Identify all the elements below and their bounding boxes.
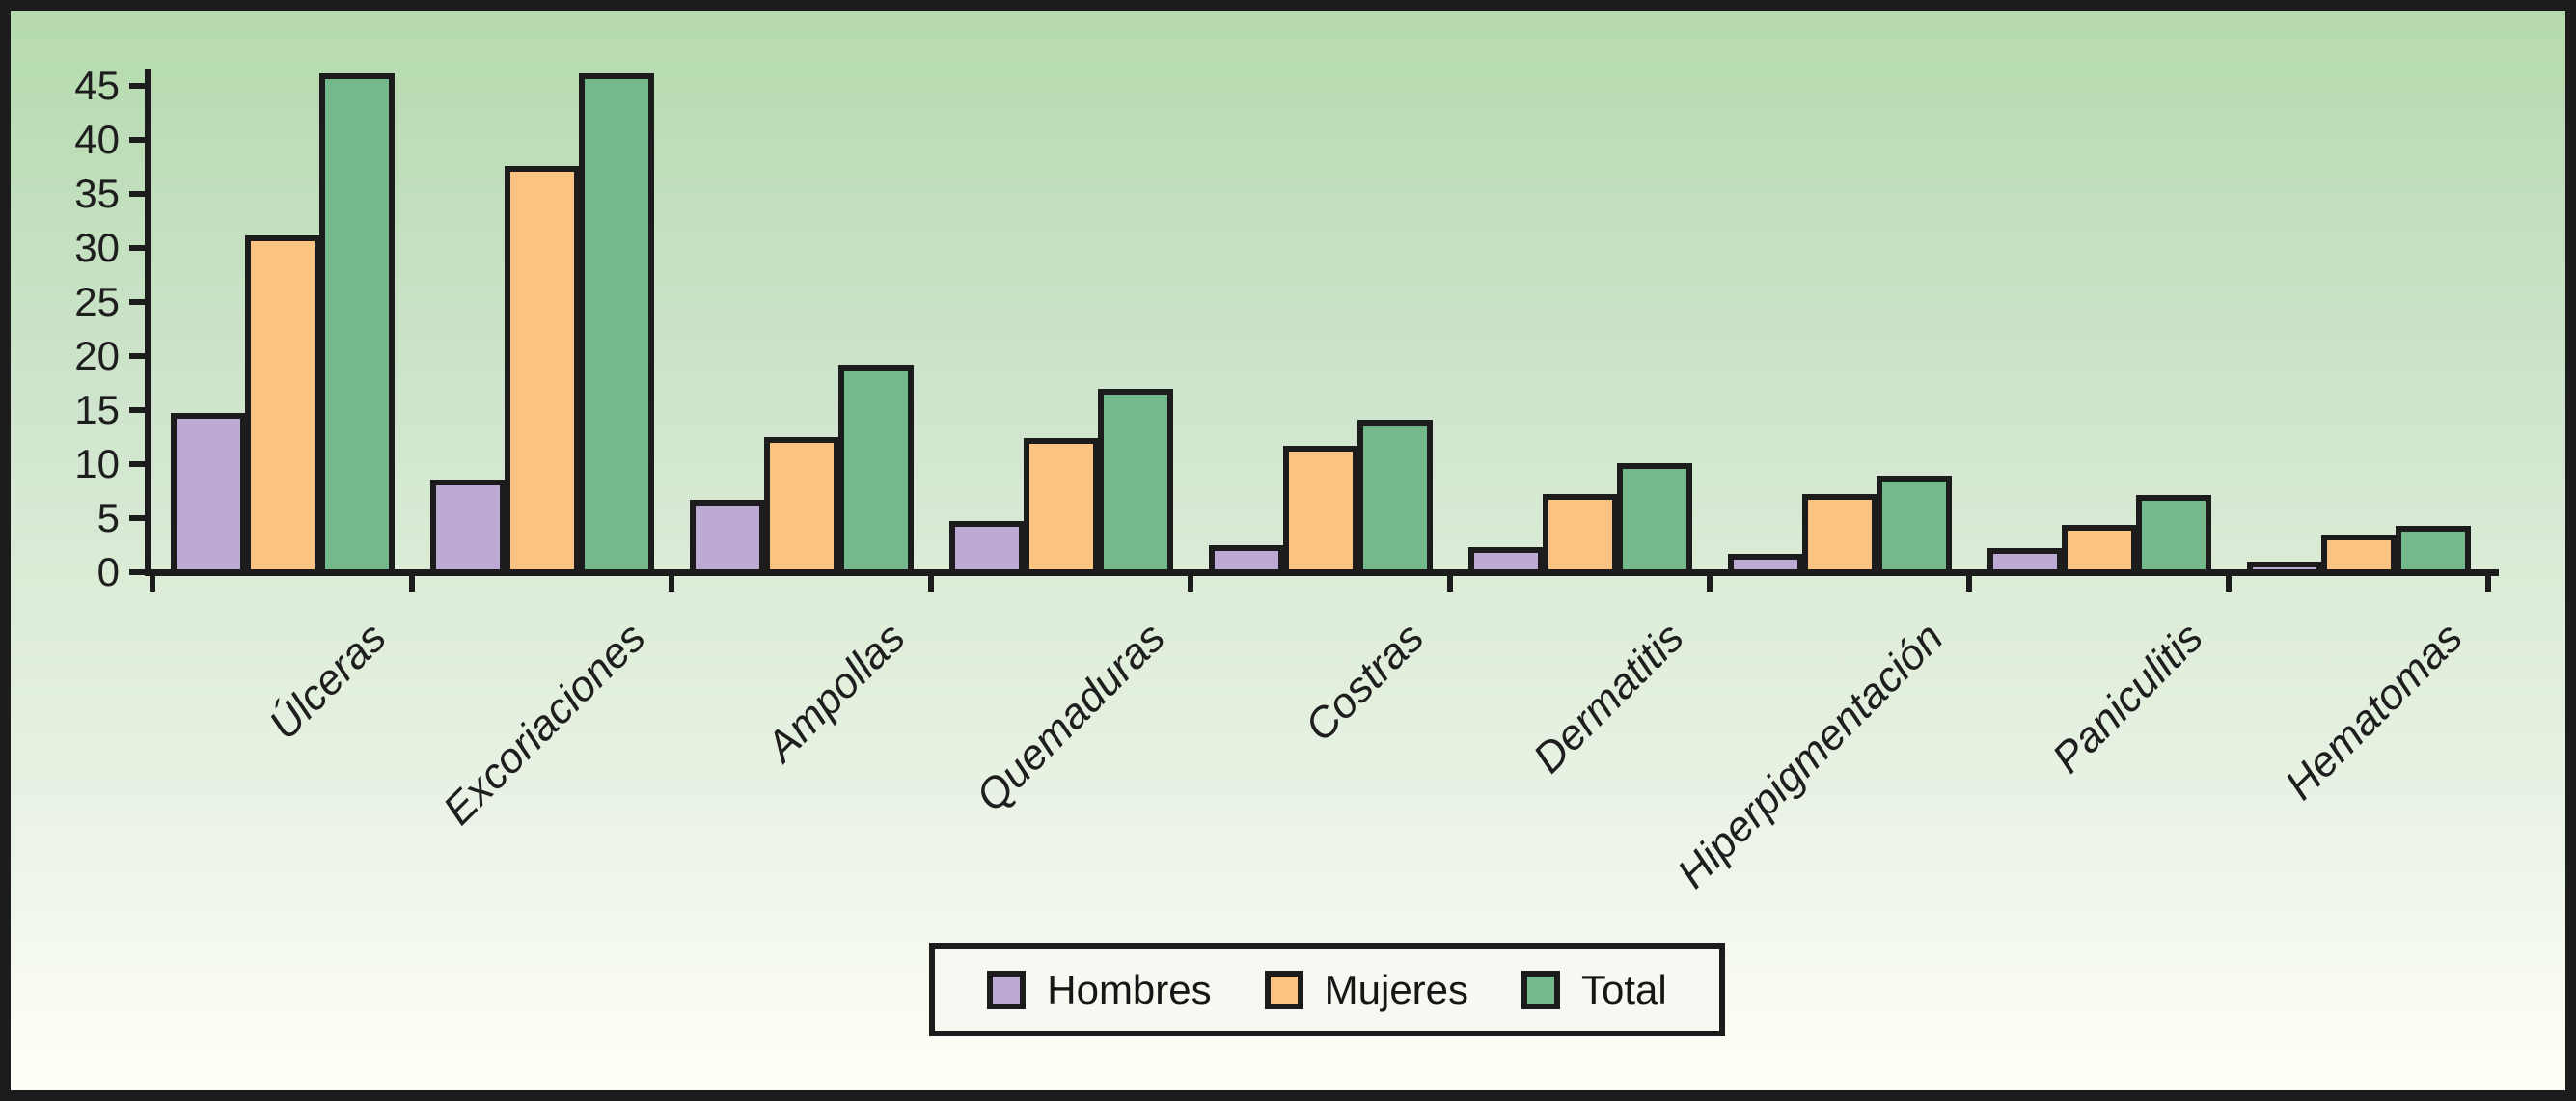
y-axis-tick-label: 10 — [74, 441, 120, 486]
category-label: Hiperpigmentación — [1668, 614, 1953, 898]
legend-swatch-hombres — [987, 970, 1027, 1009]
legend-label-total: Total — [1581, 966, 1667, 1012]
x-axis-tick — [150, 576, 155, 592]
category-label: Excoriaciones — [434, 614, 655, 835]
bar-mujeres-excoriaciones — [505, 166, 580, 576]
bar-mujeres-quemaduras — [1024, 438, 1099, 576]
bar-hombres-quemaduras — [949, 521, 1025, 576]
bar-total-úlceras — [319, 73, 395, 576]
legend-label-mujeres: Mujeres — [1324, 966, 1469, 1012]
bar-hombres-ampollas — [690, 500, 765, 576]
category-label: Úlceras — [260, 614, 396, 750]
y-axis-line — [145, 69, 151, 576]
y-axis-tick — [129, 299, 145, 305]
y-axis-tick-label: 15 — [74, 387, 120, 432]
category-label: Dermatitis — [1523, 614, 1693, 783]
y-axis-tick — [129, 137, 145, 143]
x-axis-tick — [1188, 576, 1193, 592]
x-axis-line — [145, 569, 2499, 576]
y-axis-tick-label: 0 — [96, 549, 120, 594]
legend-item-hombres: Hombres — [987, 966, 1212, 1013]
legend-item-mujeres: Mujeres — [1264, 966, 1469, 1013]
y-axis-tick — [129, 569, 145, 575]
bar-mujeres-costras — [1283, 446, 1358, 576]
y-axis-tick — [129, 83, 145, 89]
legend-swatch-total — [1521, 970, 1561, 1009]
y-axis-tick — [129, 245, 145, 251]
y-axis-tick — [129, 407, 145, 413]
legend-label-hombres: Hombres — [1047, 966, 1212, 1012]
x-axis-tick — [1966, 576, 1972, 592]
category-label: Hematomas — [2276, 614, 2472, 810]
bar-hombres-úlceras — [171, 413, 246, 576]
bar-mujeres-paniculitis — [2062, 525, 2137, 576]
category-label: Ampollas — [757, 614, 915, 771]
bar-hombres-excoriaciones — [430, 480, 506, 576]
bar-total-paniculitis — [2136, 495, 2211, 576]
y-axis-tick-label: 45 — [74, 63, 120, 108]
y-axis-tick-label: 40 — [74, 117, 120, 162]
x-axis-tick — [928, 576, 934, 592]
x-axis-tick — [2485, 576, 2491, 592]
bar-total-hiperpigmentación — [1877, 476, 1952, 576]
y-axis-tick-label: 20 — [74, 333, 120, 378]
y-axis-tick — [129, 191, 145, 197]
x-axis-tick — [409, 576, 415, 592]
y-axis-tick — [129, 515, 145, 521]
bar-mujeres-hiperpigmentación — [1802, 494, 1877, 576]
x-axis-tick — [1707, 576, 1713, 592]
x-axis-tick — [1447, 576, 1453, 592]
bar-mujeres-ampollas — [764, 437, 839, 576]
legend-swatch-mujeres — [1264, 970, 1303, 1009]
category-label: Costras — [1296, 614, 1434, 751]
bar-mujeres-dermatitis — [1543, 494, 1618, 576]
bar-total-quemaduras — [1098, 389, 1173, 576]
category-label: Quemaduras — [967, 614, 1174, 821]
bar-total-excoriaciones — [579, 73, 654, 576]
category-label: Paniculitis — [2042, 614, 2212, 783]
y-axis-tick-label: 5 — [96, 495, 120, 540]
y-axis-tick-label: 25 — [74, 279, 120, 324]
bar-mujeres-úlceras — [245, 235, 320, 576]
x-axis-tick — [669, 576, 674, 592]
bar-total-dermatitis — [1617, 463, 1692, 576]
y-axis-tick — [129, 353, 145, 359]
bar-total-costras — [1357, 420, 1433, 576]
bar-total-ampollas — [838, 365, 914, 576]
legend-item-total: Total — [1521, 967, 1667, 1013]
x-axis-tick — [2226, 576, 2232, 592]
y-axis-tick — [129, 461, 145, 467]
y-axis-tick-label: 35 — [74, 171, 120, 216]
y-axis-tick-label: 30 — [74, 225, 120, 270]
legend: Hombres Mujeres Total — [929, 943, 1725, 1036]
